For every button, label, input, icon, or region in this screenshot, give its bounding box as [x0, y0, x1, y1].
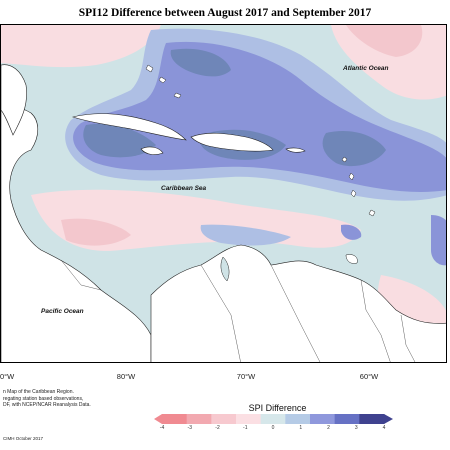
- legend-swatch: [334, 414, 360, 424]
- pink-core-caribbean: [61, 218, 131, 246]
- lake-maracaibo: [220, 256, 230, 282]
- longitude-tick: 90°W: [0, 372, 15, 381]
- pink-region-northwest: [1, 25, 161, 68]
- legend-swatch: [236, 414, 262, 424]
- legend-swatch: [359, 414, 385, 424]
- legend-swatch: [211, 414, 237, 424]
- dark-blue-cuba: [83, 123, 156, 158]
- border-line: [360, 279, 391, 362]
- label-caribbean-sea: Caribbean Sea: [161, 185, 207, 192]
- legend-swatch: [186, 414, 212, 424]
- longitude-tick: 70°W: [236, 372, 256, 381]
- legend-tick-label: -4: [159, 425, 165, 431]
- caption-line: DF, with NCEP/NCAR Reanalysis Data.: [3, 402, 91, 409]
- hispaniola-island: [190, 132, 274, 152]
- blue-east-edge: [431, 215, 446, 266]
- label-atlantic-ocean: Atlantic Ocean: [343, 65, 389, 72]
- legend-tick-label: -2: [215, 425, 220, 431]
- blue-trinidad: [341, 224, 362, 240]
- legend-arrow-left: [154, 414, 162, 424]
- border-line: [200, 264, 241, 362]
- map-title: SPI12 Difference between August 2017 and…: [78, 7, 372, 19]
- border-line: [400, 314, 416, 362]
- legend-tick-label: -1: [243, 425, 248, 431]
- map-caption: n Map of the Caribbean Region. regating …: [3, 389, 113, 409]
- dark-blue-bahamas: [170, 48, 231, 77]
- light-blue-south: [200, 224, 291, 246]
- legend-tick-label: 0: [271, 425, 275, 431]
- map-canvas: [1, 25, 446, 362]
- legend-swatch: [310, 414, 336, 424]
- legend-tick-label: 1: [299, 425, 303, 431]
- spi-map: Atlantic Ocean Caribbean Sea Pacific Oce…: [0, 24, 447, 363]
- leeward-island: [341, 156, 348, 163]
- bahamas-island-2: [158, 76, 167, 84]
- border-line: [270, 264, 321, 362]
- windward-island: [348, 172, 355, 181]
- barbados-island: [368, 209, 376, 217]
- legend-swatch: [162, 414, 188, 424]
- label-pacific-ocean: Pacific Ocean: [41, 308, 84, 315]
- florida-yucatan-land: [1, 64, 27, 136]
- jamaica-island: [140, 146, 164, 155]
- longitude-tick: 80°W: [116, 372, 136, 381]
- cuba-island: [71, 113, 187, 141]
- legend-tick-label: -3: [187, 425, 192, 431]
- dark-blue-leewards: [322, 130, 386, 167]
- puerto-rico-island: [285, 147, 306, 153]
- map-credit: CIMH October 2017: [3, 436, 44, 441]
- legend-tick-label: 2: [327, 425, 330, 431]
- legend-swatch: [260, 414, 286, 424]
- trinidad-island: [345, 254, 358, 264]
- bahamas-island-3: [173, 92, 182, 99]
- bahamas-island: [145, 64, 154, 73]
- central-america-land: [1, 104, 152, 362]
- pink-core-northeast: [346, 25, 423, 57]
- longitude-tick: 60°W: [359, 372, 379, 381]
- border-line: [60, 259, 102, 291]
- caption-line: regating station based observations,: [3, 395, 84, 402]
- legend-tick-label: 3: [354, 425, 358, 431]
- legend-arrow-right: [384, 414, 393, 424]
- legend-title: SPI Difference: [248, 403, 307, 413]
- legend-swatch: [285, 414, 311, 424]
- legend-tick-label: 4: [382, 425, 386, 431]
- windward-island-2: [350, 189, 357, 198]
- legend-colorbar: [154, 414, 393, 424]
- caption-line: n Map of the Caribbean Region.: [3, 389, 74, 395]
